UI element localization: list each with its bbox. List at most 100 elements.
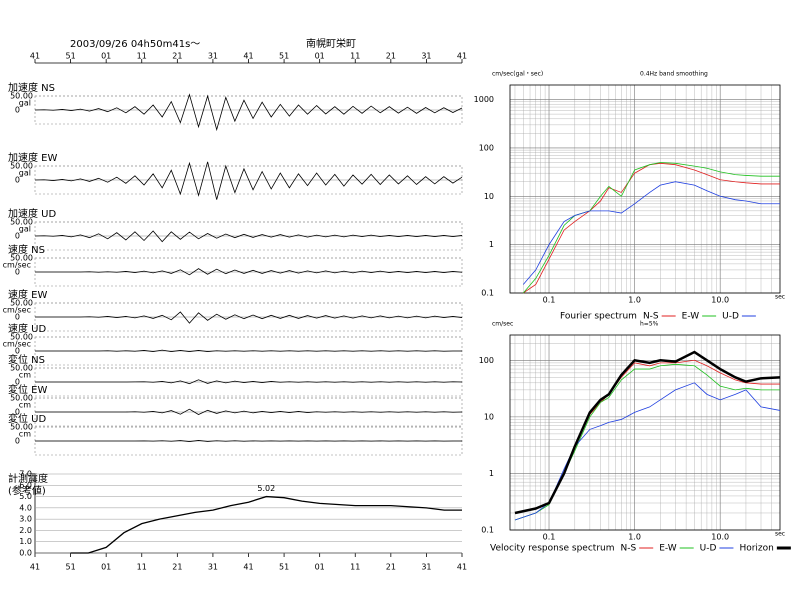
y-tick-label: 5.0: [19, 492, 32, 501]
peak-annotation: 5.02: [257, 484, 275, 493]
panel-title: 加速度 EW: [8, 151, 57, 164]
x-tick-label: 0.1: [543, 533, 556, 542]
unit-label: cm/sec: [3, 306, 31, 315]
panel-title: 加速度 UD: [8, 207, 56, 220]
y-tick-label: 0.1: [481, 526, 494, 535]
y-tick-label: 0: [15, 378, 20, 387]
waveform-line: [34, 161, 463, 200]
x-tick-label: 0.1: [543, 296, 556, 305]
y-tick-label: 2.0: [19, 526, 32, 535]
time-label: 31: [208, 563, 218, 572]
y-tick-label: 0.0: [19, 549, 32, 558]
time-label: 01: [315, 52, 325, 61]
y-tick-label: 1: [489, 469, 494, 478]
y-axis-label: cm/sec: [492, 321, 513, 328]
panel-title: 速度 UD: [8, 322, 46, 335]
unit-label: cm/sec: [3, 261, 31, 270]
y-tick-label: 0: [15, 347, 20, 356]
unit-label: cm: [19, 401, 31, 410]
time-label: 41: [457, 563, 467, 572]
unit-label: gal: [19, 99, 31, 108]
y-tick-label: 7.0: [19, 470, 32, 479]
panel-title: 加速度 NS: [8, 81, 55, 94]
waveform-line: [35, 379, 463, 385]
y-tick-label: 50.00: [10, 218, 33, 227]
chart-subtitle: (参考値): [8, 484, 46, 497]
time-label: 01: [101, 563, 111, 572]
spectrum-line: [522, 162, 780, 294]
y-tick-label: 50.00: [10, 333, 33, 342]
y-tick-label: 0: [15, 106, 20, 115]
waveform-line: [35, 440, 462, 442]
time-label: 01: [315, 563, 325, 572]
unit-label: cm/sec: [3, 340, 31, 349]
plot-frame: [509, 84, 781, 294]
time-label: 51: [65, 52, 75, 61]
spectrum-line: [514, 382, 781, 521]
legend-title: Fourier spectrum: [560, 312, 637, 322]
waveform-line: [35, 311, 463, 324]
waveform-line: [34, 93, 463, 132]
y-tick-label: 50.00: [10, 92, 33, 101]
legend-label: E-W: [682, 312, 700, 322]
x-tick-label: 10.0: [711, 533, 729, 542]
time-label: 51: [279, 563, 289, 572]
y-tick-label: 6.0: [19, 481, 32, 490]
time-label: 41: [30, 563, 40, 572]
station-name: 南幌町栄町: [306, 37, 356, 50]
legend-label: E-W: [659, 544, 677, 554]
record-datetime: 2003/09/26 04h50m41s〜: [70, 39, 200, 50]
time-label: 31: [208, 52, 218, 61]
intensity-line: [70, 495, 462, 554]
y-tick-label: 50.00: [10, 162, 33, 171]
time-label: 11: [137, 563, 147, 572]
spectrum-line: [523, 162, 780, 294]
y-tick-label: 50.00: [10, 364, 33, 373]
x-tick-label: 10.0: [711, 296, 729, 305]
time-label: 11: [137, 52, 147, 61]
chart-subtitle: 0.4Hz band smoothing: [640, 71, 708, 78]
time-label: 21: [172, 563, 182, 572]
time-label: 11: [350, 563, 360, 572]
unit-label: cm: [19, 371, 31, 380]
y-tick-label: 10: [484, 412, 494, 421]
time-label: 31: [421, 563, 431, 572]
spectrum-line: [522, 181, 780, 285]
y-tick-label: 0: [15, 268, 20, 277]
unit-label: gal: [19, 169, 31, 178]
spectrum-line: [514, 363, 780, 521]
y-tick-label: 50.00: [10, 299, 33, 308]
waveform-line: [35, 349, 462, 352]
x-tick-label: 1.0: [628, 533, 641, 542]
unit-label: gal: [19, 225, 31, 234]
y-tick-label: 1.0: [19, 537, 32, 546]
legend-label: N-S: [643, 312, 659, 322]
time-label: 01: [101, 52, 111, 61]
y-tick-label: 100: [479, 143, 494, 152]
y-tick-label: 50.00: [10, 254, 33, 263]
legend-title: Velocity response spectrum: [490, 544, 615, 554]
waveform-line: [34, 230, 463, 243]
legend-label: Horizon: [739, 544, 773, 554]
x-axis-label: sec: [775, 294, 785, 301]
y-tick-label: 0: [15, 437, 20, 446]
y-tick-label: 100: [479, 356, 494, 365]
panel-title: 速度 NS: [8, 243, 45, 256]
y-tick-label: 0: [15, 408, 20, 417]
spectrum-line: [514, 350, 781, 515]
x-tick-label: 1.0: [628, 296, 641, 305]
y-tick-label: 3.0: [19, 515, 32, 524]
waveform-line: [35, 268, 463, 276]
time-label: 41: [30, 52, 40, 61]
time-label: 41: [457, 52, 467, 61]
y-tick-label: 4.0: [19, 503, 32, 512]
legend-label: U-D: [700, 544, 717, 554]
time-label: 21: [386, 563, 396, 572]
panel-title: 速度 EW: [8, 288, 47, 301]
chart-title: 計測震度: [8, 472, 48, 485]
panel-title: 変位 UD: [8, 412, 46, 425]
y-tick-label: 1: [489, 240, 494, 249]
time-label: 21: [386, 52, 396, 61]
x-axis-label: sec: [775, 531, 785, 538]
